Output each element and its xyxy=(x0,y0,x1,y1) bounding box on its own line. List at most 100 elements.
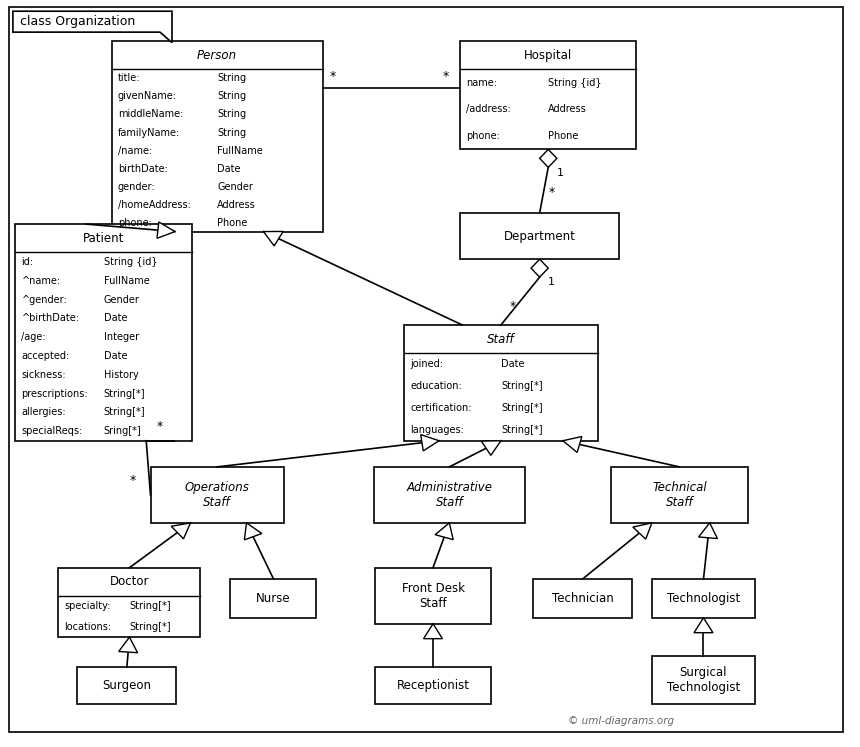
Polygon shape xyxy=(157,222,175,238)
Polygon shape xyxy=(698,523,717,539)
Text: locations:: locations: xyxy=(64,622,112,632)
Text: Administrative
Staff: Administrative Staff xyxy=(406,481,492,509)
Bar xyxy=(150,467,284,523)
Text: Integer: Integer xyxy=(103,332,138,342)
Text: History: History xyxy=(103,370,138,379)
Text: String[*]: String[*] xyxy=(501,381,543,391)
Text: title:: title: xyxy=(118,73,140,84)
Text: accepted:: accepted: xyxy=(22,351,70,361)
Text: id:: id: xyxy=(22,257,34,267)
Text: String[*]: String[*] xyxy=(103,388,145,399)
Text: String: String xyxy=(217,128,246,137)
Text: Staff: Staff xyxy=(487,332,515,346)
Text: String: String xyxy=(217,110,246,120)
Text: Date: Date xyxy=(103,314,127,323)
Bar xyxy=(533,579,632,618)
Text: Patient: Patient xyxy=(83,232,125,245)
Text: specialReqs:: specialReqs: xyxy=(22,427,83,436)
Text: certification:: certification: xyxy=(410,403,472,413)
Text: sickness:: sickness: xyxy=(22,370,66,379)
Text: String[*]: String[*] xyxy=(129,601,171,611)
Text: gender:: gender: xyxy=(118,182,156,191)
Text: allergies:: allergies: xyxy=(22,408,66,418)
Text: Receptionist: Receptionist xyxy=(396,679,470,692)
Text: Gender: Gender xyxy=(217,182,253,191)
Text: ^birthDate:: ^birthDate: xyxy=(22,314,79,323)
Text: Front Desk
Staff: Front Desk Staff xyxy=(402,582,464,610)
Polygon shape xyxy=(482,441,501,456)
Text: name:: name: xyxy=(466,78,497,88)
Text: class Organization: class Organization xyxy=(20,15,135,28)
Bar xyxy=(58,568,200,637)
Bar xyxy=(112,41,322,232)
Polygon shape xyxy=(435,523,453,539)
Bar xyxy=(375,568,491,624)
Polygon shape xyxy=(540,149,557,167)
Polygon shape xyxy=(694,618,713,633)
Text: *: * xyxy=(549,187,555,199)
Polygon shape xyxy=(171,523,190,539)
Text: /address:: /address: xyxy=(466,105,511,114)
Text: Sring[*]: Sring[*] xyxy=(103,427,141,436)
Polygon shape xyxy=(119,637,138,653)
Polygon shape xyxy=(421,435,439,451)
Polygon shape xyxy=(244,523,261,540)
Text: String[*]: String[*] xyxy=(103,408,145,418)
Text: Gender: Gender xyxy=(103,294,139,305)
Text: phone:: phone: xyxy=(118,217,151,228)
Text: /name:: /name: xyxy=(118,146,152,155)
Text: Hospital: Hospital xyxy=(524,49,573,62)
Text: String {id}: String {id} xyxy=(103,257,157,267)
Text: © uml-diagrams.org: © uml-diagrams.org xyxy=(568,716,673,726)
Text: languages:: languages: xyxy=(410,425,464,435)
Text: ^name:: ^name: xyxy=(22,276,60,285)
Text: Department: Department xyxy=(504,229,575,243)
Text: 1: 1 xyxy=(549,276,556,287)
Text: String[*]: String[*] xyxy=(129,622,171,632)
Text: birthDate:: birthDate: xyxy=(118,164,168,173)
Text: Person: Person xyxy=(197,49,237,62)
Polygon shape xyxy=(531,259,549,277)
Bar xyxy=(404,325,598,441)
Polygon shape xyxy=(424,624,443,639)
Bar xyxy=(652,579,755,618)
Polygon shape xyxy=(13,11,172,43)
Text: String[*]: String[*] xyxy=(501,403,543,413)
Polygon shape xyxy=(263,232,283,246)
Text: *: * xyxy=(157,421,163,433)
Text: givenName:: givenName: xyxy=(118,91,177,102)
Text: middleName:: middleName: xyxy=(118,110,183,120)
Polygon shape xyxy=(562,436,582,453)
Text: Date: Date xyxy=(217,164,241,173)
Text: joined:: joined: xyxy=(410,359,443,369)
Bar xyxy=(460,213,619,259)
Text: phone:: phone: xyxy=(466,131,500,141)
Text: String[*]: String[*] xyxy=(501,425,543,435)
Text: 1: 1 xyxy=(557,168,564,179)
Text: Phone: Phone xyxy=(217,217,248,228)
Text: *: * xyxy=(443,70,449,84)
Bar xyxy=(460,41,636,149)
Text: /homeAddress:: /homeAddress: xyxy=(118,199,191,210)
Text: String: String xyxy=(217,73,246,84)
Text: Operations
Staff: Operations Staff xyxy=(185,481,249,509)
Bar xyxy=(15,224,192,441)
Bar xyxy=(652,656,755,704)
Text: prescriptions:: prescriptions: xyxy=(22,388,88,399)
Text: Technical
Staff: Technical Staff xyxy=(652,481,707,509)
Text: Nurse: Nurse xyxy=(256,592,291,605)
Text: Address: Address xyxy=(217,199,256,210)
Bar xyxy=(611,467,748,523)
Polygon shape xyxy=(633,523,652,539)
Text: specialty:: specialty: xyxy=(64,601,111,611)
Bar xyxy=(230,579,316,618)
Bar xyxy=(374,467,525,523)
Text: String {id}: String {id} xyxy=(549,78,602,88)
Text: ^gender:: ^gender: xyxy=(22,294,67,305)
Text: *: * xyxy=(130,474,136,488)
Text: FullName: FullName xyxy=(103,276,150,285)
Text: Date: Date xyxy=(501,359,525,369)
Text: Phone: Phone xyxy=(549,131,579,141)
Bar xyxy=(77,667,176,704)
Text: FullName: FullName xyxy=(217,146,263,155)
